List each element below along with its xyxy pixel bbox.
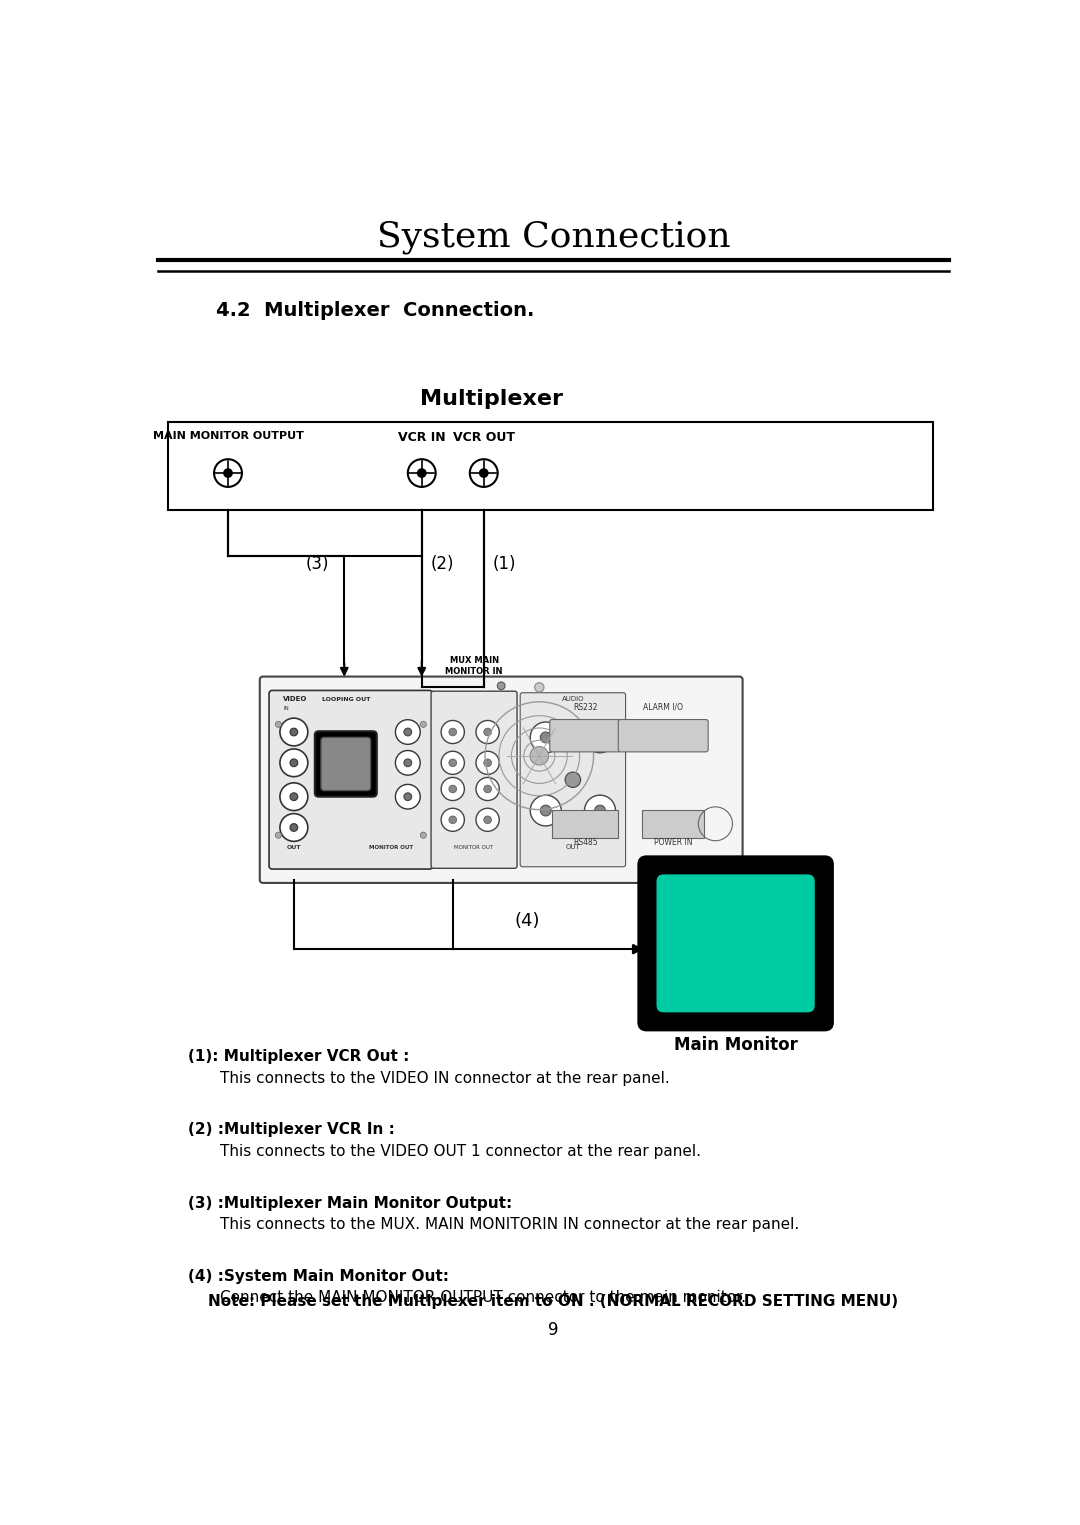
Circle shape [280,749,308,776]
Circle shape [540,732,551,743]
Text: System Connection: System Connection [377,220,730,253]
Text: IN: IN [283,706,289,712]
Circle shape [291,727,298,737]
FancyBboxPatch shape [269,691,433,869]
Circle shape [484,816,491,824]
Circle shape [404,759,411,767]
Text: OUT: OUT [286,845,301,849]
Text: This connects to the MUX. MAIN MONITORIN IN connector at the rear panel.: This connects to the MUX. MAIN MONITORIN… [220,1217,799,1232]
Text: (2): (2) [431,555,455,573]
Text: OUT: OUT [566,843,580,849]
Circle shape [484,785,491,793]
Circle shape [408,459,435,486]
Text: (3): (3) [306,555,329,573]
Text: 4.2  Multiplexer  Connection.: 4.2 Multiplexer Connection. [216,300,535,320]
Text: AUDIO: AUDIO [562,697,584,702]
Text: MONITOR OUT: MONITOR OUT [455,845,494,849]
Circle shape [476,808,499,831]
Circle shape [484,759,491,767]
Text: VCR IN: VCR IN [397,432,446,444]
Circle shape [595,805,606,816]
Circle shape [441,720,464,744]
Circle shape [291,824,298,831]
Circle shape [395,784,420,808]
FancyBboxPatch shape [521,692,625,866]
Circle shape [470,459,498,486]
Circle shape [418,468,426,477]
Text: This connects to the VIDEO IN connector at the rear panel.: This connects to the VIDEO IN connector … [220,1071,670,1086]
Text: RS485: RS485 [573,839,597,848]
Circle shape [480,468,488,477]
Circle shape [441,778,464,801]
Circle shape [291,793,298,801]
Text: (3) :Multiplexer Main Monitor Output:: (3) :Multiplexer Main Monitor Output: [188,1196,512,1211]
FancyBboxPatch shape [642,810,704,837]
Circle shape [584,795,616,827]
Circle shape [530,721,562,753]
Text: 9: 9 [549,1321,558,1339]
Bar [167,422,933,511]
Circle shape [275,721,282,727]
Circle shape [449,785,457,793]
Text: Note: Please set the Multiplexer item to ON . (NORMAL RECORD SETTING MENU): Note: Please set the Multiplexer item to… [208,1295,899,1310]
Circle shape [280,718,308,746]
FancyBboxPatch shape [618,720,708,752]
Text: MAIN MONITOR OUTPUT: MAIN MONITOR OUTPUT [152,432,303,441]
Text: ALARM I/O: ALARM I/O [644,703,684,712]
Text: VCR OUT: VCR OUT [453,432,515,444]
Circle shape [595,732,606,743]
Text: This connects to the VIDEO OUT 1 connector at the rear panel.: This connects to the VIDEO OUT 1 connect… [220,1144,701,1159]
Circle shape [540,805,551,816]
Circle shape [441,808,464,831]
Circle shape [395,720,420,744]
Text: VIDEO: VIDEO [283,697,308,702]
Circle shape [395,750,420,775]
Circle shape [476,720,499,744]
Circle shape [420,721,427,727]
Circle shape [449,759,457,767]
Circle shape [449,727,457,737]
Circle shape [584,721,616,753]
Text: POWER IN: POWER IN [653,839,692,848]
FancyBboxPatch shape [314,732,377,796]
Circle shape [441,752,464,775]
FancyBboxPatch shape [321,738,370,790]
Circle shape [484,727,491,737]
Text: MUX MAIN
MONITOR IN: MUX MAIN MONITOR IN [445,656,503,676]
Circle shape [224,468,232,477]
Circle shape [404,793,411,801]
Circle shape [275,833,282,839]
Text: LOOPING OUT: LOOPING OUT [322,697,370,702]
Text: (4): (4) [515,912,540,930]
Text: Main Monitor: Main Monitor [674,1035,797,1054]
Circle shape [497,682,505,689]
Circle shape [420,833,427,839]
Text: (1): Multiplexer VCR Out :: (1): Multiplexer VCR Out : [188,1049,409,1064]
Text: (4) :System Main Monitor Out:: (4) :System Main Monitor Out: [188,1269,448,1284]
Text: Multiplexer: Multiplexer [420,389,563,409]
Circle shape [214,459,242,486]
FancyBboxPatch shape [638,857,833,1029]
FancyBboxPatch shape [550,720,620,752]
Text: (2) :Multiplexer VCR In :: (2) :Multiplexer VCR In : [188,1122,394,1138]
Circle shape [565,772,581,787]
Text: RS232: RS232 [573,703,597,712]
Circle shape [535,683,544,692]
Text: MONITOR OUT: MONITOR OUT [368,845,413,849]
FancyBboxPatch shape [656,874,815,1013]
Text: (1): (1) [494,555,516,573]
Circle shape [449,816,457,824]
Circle shape [530,795,562,827]
Circle shape [530,746,549,766]
Circle shape [280,814,308,842]
Circle shape [476,752,499,775]
Text: Connect the MAIN MONITOR OUTPUT connector to the main monitor.: Connect the MAIN MONITOR OUTPUT connecto… [220,1290,746,1305]
Circle shape [404,727,411,737]
Circle shape [280,782,308,811]
Circle shape [291,759,298,767]
FancyBboxPatch shape [431,691,517,868]
FancyBboxPatch shape [260,677,743,883]
FancyBboxPatch shape [552,810,618,837]
Circle shape [476,778,499,801]
